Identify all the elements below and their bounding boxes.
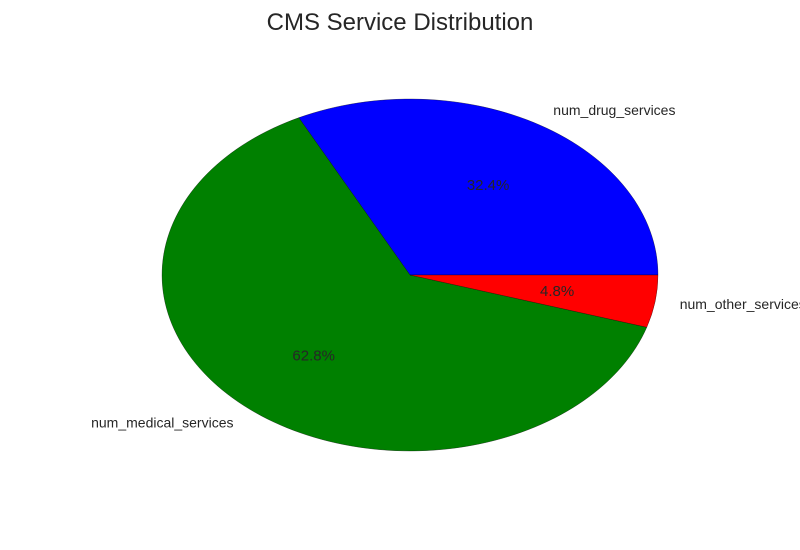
- chart-title: CMS Service Distribution: [267, 9, 534, 36]
- slice-percent-num-medical-services: 62.8%: [292, 348, 335, 365]
- pie-slice-num-drug-services: [298, 98, 659, 276]
- slice-label-num-other-services: num_other_services: [680, 296, 800, 312]
- slice-percent-num-drug-services: 32.4%: [467, 177, 510, 194]
- slice-label-num-drug-services: num_drug_services: [553, 102, 675, 118]
- pie-slice-num-medical-services: [161, 117, 648, 452]
- pie-slice-num-other-services: [409, 274, 659, 328]
- pie-labels: num_drug_services 32.4% num_medical_servic…: [91, 102, 800, 430]
- pie-slices: [161, 98, 659, 452]
- slice-percent-num-other-services: 4.8%: [540, 283, 574, 300]
- slice-label-num-medical-services: num_medical_services: [91, 415, 233, 431]
